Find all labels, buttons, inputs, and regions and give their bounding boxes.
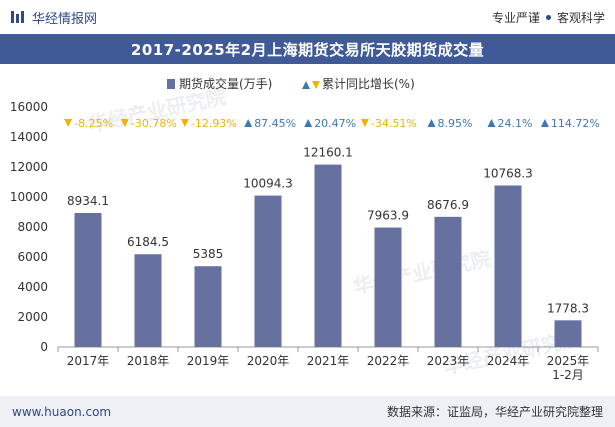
y-tick-label: 14000 xyxy=(10,130,48,144)
y-tick-label: 8000 xyxy=(17,220,48,234)
brand: 华经情报网 xyxy=(10,8,97,27)
bars: 8934.1 6184.5 5385 10094.3 12160.1 7963.9 8676… xyxy=(67,146,589,347)
y-tick-label: 12000 xyxy=(10,160,48,174)
watermark-text: 华经产业研究院 xyxy=(351,246,493,299)
growth-value-label: -12.93% xyxy=(191,117,237,130)
bar xyxy=(194,266,222,347)
bar-value-label: 7963.9 xyxy=(367,209,409,223)
x-tick-label: 2025年 xyxy=(547,354,590,368)
y-tick-label: 0 xyxy=(40,340,48,354)
legend: 期货成交量(万手) 累计同比增长(%) xyxy=(167,76,415,91)
x-tick-label: 2020年 xyxy=(247,354,290,368)
growth-value-label: 114.72% xyxy=(551,117,600,130)
growth-value-label: -34.51% xyxy=(371,117,417,130)
bar-value-label: 8934.1 xyxy=(67,194,109,208)
footer-source: 数据来源：证监局，华经产业研究院整理 xyxy=(386,405,603,419)
growth-value-label: 24.1% xyxy=(498,117,533,130)
bar-value-label: 5385 xyxy=(193,247,224,261)
chart-title-bar: 2017-2025年2月上海期货交易所天胶期货成交量 xyxy=(0,34,615,64)
axes: 0 2000 4000 6000 8000 10000 12000 14000 16000 201… xyxy=(10,100,599,382)
top-bar: 华经情报网 专业严谨 客观科学 xyxy=(0,0,615,34)
x-tick-label: 2019年 xyxy=(187,354,230,368)
x-tick-label: 2021年 xyxy=(307,354,350,368)
y-tick-label: 2000 xyxy=(17,310,48,324)
bar xyxy=(254,195,282,347)
y-tick-label: 6000 xyxy=(17,250,48,264)
growth-value-label: 20.47% xyxy=(314,117,356,130)
legend-bar-label: 期货成交量(万手) xyxy=(179,76,272,91)
bar-value-label: 6184.5 xyxy=(127,235,169,249)
footer: www.huaon.com 数据来源：证监局，华经产业研究院整理 xyxy=(0,396,615,427)
growth-value-label: -8.25% xyxy=(74,117,113,130)
bar xyxy=(74,212,102,347)
legend-down-triangle xyxy=(312,81,320,89)
x-tick-label: 2023年 xyxy=(427,354,470,368)
growth-markers: -8.25% -30.78% -12.93% 87.45% 20.47% -34.51% 8… xyxy=(64,117,600,130)
growth-value-label: 87.45% xyxy=(254,117,296,130)
slogan-tag-1: 专业严谨 xyxy=(491,10,540,25)
slogan: 专业严谨 客观科学 xyxy=(492,9,605,26)
bar-value-label: 8676.9 xyxy=(427,198,469,212)
x-tick-label: 2018年 xyxy=(127,354,170,368)
bar xyxy=(554,320,582,347)
y-tick-label: 16000 xyxy=(10,100,48,114)
growth-down-triangle xyxy=(180,119,189,127)
bar-value-label: 10768.3 xyxy=(483,166,533,180)
bar-value-label: 12160.1 xyxy=(303,146,353,160)
legend-up-triangle xyxy=(302,81,310,89)
growth-up-triangle xyxy=(427,119,436,127)
y-tick-label: 10000 xyxy=(10,190,48,204)
slogan-tag-2: 客观科学 xyxy=(556,10,605,25)
growth-up-triangle xyxy=(540,119,549,127)
footer-site: www.huaon.com xyxy=(12,404,112,419)
growth-down-triangle xyxy=(360,119,369,127)
y-tick-label: 4000 xyxy=(17,280,48,294)
growth-down-triangle xyxy=(64,119,73,127)
brand-name: 华经情报网 xyxy=(32,11,98,27)
x-tick-label: 2022年 xyxy=(367,354,410,368)
bar-value-label: 1778.3 xyxy=(547,301,589,315)
growth-down-triangle xyxy=(120,119,129,127)
growth-up-triangle xyxy=(304,119,313,127)
legend-bar-swatch xyxy=(167,79,175,89)
dot-icon xyxy=(545,14,551,20)
bar xyxy=(434,216,462,347)
legend-growth-label: 累计同比增长(%) xyxy=(322,77,415,91)
x-tick-label: 2017年 xyxy=(67,354,110,368)
bar xyxy=(134,254,162,347)
bar xyxy=(494,185,522,347)
growth-up-triangle xyxy=(244,119,253,127)
growth-value-label: -30.78% xyxy=(131,117,177,130)
bar xyxy=(374,227,402,347)
x-tick-label: 1-2月 xyxy=(552,368,584,382)
bar xyxy=(314,164,342,347)
chart-title: 2017-2025年2月上海期货交易所天胶期货成交量 xyxy=(130,40,485,59)
x-tick-label: 2024年 xyxy=(487,354,530,368)
growth-value-label: 8.95% xyxy=(438,117,473,130)
brand-logo-icon xyxy=(10,9,26,25)
growth-up-triangle xyxy=(487,119,496,127)
bar-value-label: 10094.3 xyxy=(243,177,293,191)
